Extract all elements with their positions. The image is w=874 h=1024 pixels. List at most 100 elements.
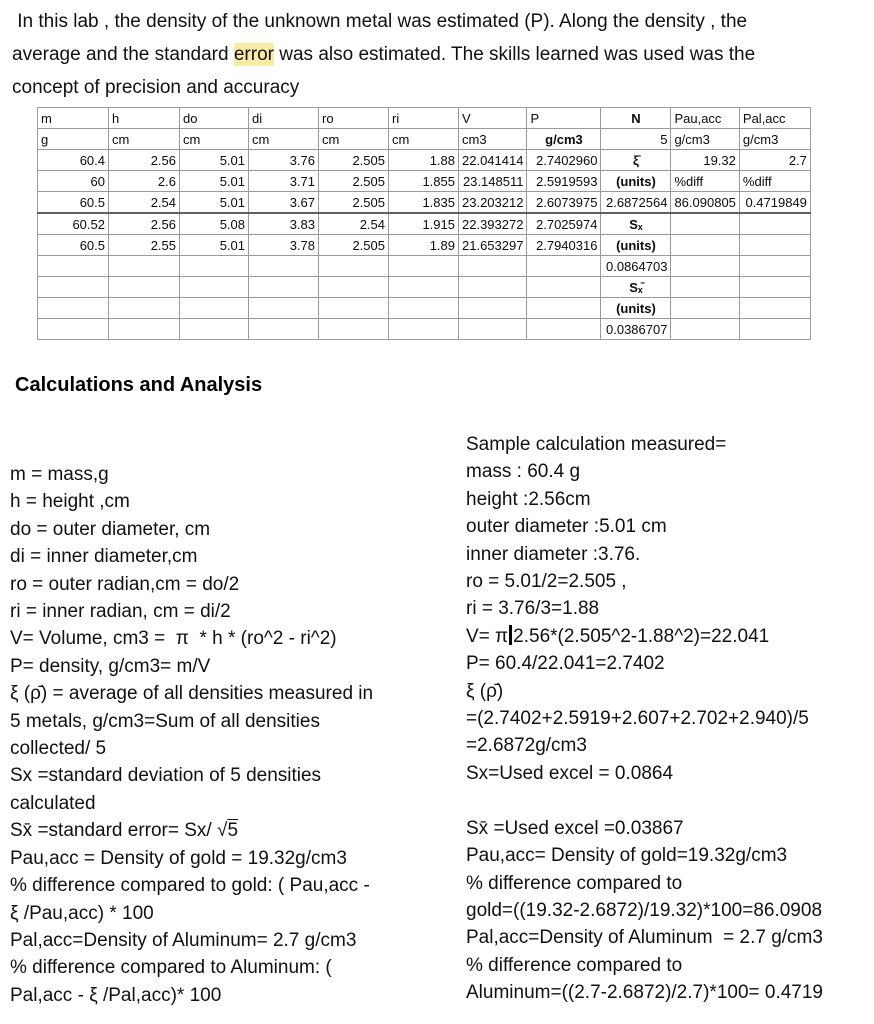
text-cursor [509,624,513,645]
definition-line: di = inner diameter,cm [10,543,460,570]
table-cell: 2.5919593 [526,170,602,192]
text-run: concept of precision and accuracy [12,77,300,98]
table-cell: Sₓ [600,212,672,235]
table-cell [318,297,389,319]
text-run: mass : 60.4 g [466,461,581,483]
table-cell [670,297,740,319]
text-run: ξ (ρ̄) = average of all densities measur… [10,683,374,705]
table-cell: 2.6073975 [526,191,602,214]
intro-line: concept of precision and accuracy [12,71,862,104]
table-cell [738,255,811,277]
text-run: Pau,acc = Density of gold = 19.32g/cm3 [10,847,347,869]
table-cell: 5.01 [179,170,249,192]
text-run: Sx̄ =standard error= Sx/ [10,820,217,842]
calculation-line: inner diameter :3.76. [466,541,871,568]
intro-line: In this lab , the density of the unknown… [12,5,862,38]
table-cell [670,234,740,256]
table-cell: cm [179,128,249,150]
table-row: 60 2.6 5.01 3.71 2.505 1.855 23.148511 2.591959… [37,170,811,192]
table-cell: 2.7402960 [526,149,602,171]
table-cell: 2.6 [108,170,180,192]
text-run: Sample calculation measured= [466,434,727,455]
intro-line: average and the standard error was also … [12,38,862,71]
table-cell: 60.5 [37,191,109,214]
table-cell [108,255,180,277]
table-cell: N [600,107,672,129]
text-run: % difference compared to gold: ( Pau,acc… [10,875,370,897]
table-cell: (units) [600,297,672,319]
definition-line: % difference compared to gold: ( Pau,acc… [10,872,460,899]
definition-line: V= Volume, cm3 = π * h * (ro^2 - ri^2) [10,625,460,652]
table-row: m h do di ro ri V P N Pau,acc Pal,acc [37,107,811,129]
table-cell: 3.78 [248,234,319,256]
table-cell [318,276,389,298]
definition-line: ro = outer radian,cm = do/2 [10,571,460,598]
text-run: gold=((19.32-2.6872)/19.32)*100=86.0908 [466,899,823,921]
measurements-table: m h do di ro ri V P N Pau,acc Pal,acc g cm cm cm cm cm cm… [37,107,811,340]
text-run: average and the standard [12,44,234,65]
table-cell: 1.88 [388,149,459,171]
text-run: m = mass,g [10,464,109,485]
table-row: 60.5 2.54 5.01 3.67 2.505 1.835 23.203212 2.607… [37,191,811,214]
text-run: ri = 3.76/3=1.88 [466,598,600,620]
table-cell: 86.090805 [670,191,740,214]
table-cell: P [526,107,602,129]
text-run: 5 [227,820,239,842]
table-row: Sₓ̄ [37,276,811,298]
definitions-column: m = mass,g h = height ,cm do = outer diame… [10,461,460,1009]
table-cell [738,276,811,298]
definition-line: m = mass,g [10,461,460,488]
table-cell [179,318,249,340]
table-cell: 22.041414 [457,149,528,171]
table-cell: h [108,107,180,129]
text-run: V= π [466,625,509,647]
table-cell: cm [248,128,319,150]
table-cell [37,255,109,277]
table-cell [526,297,602,319]
table-cell [457,276,528,298]
text-run: calculated [10,792,96,814]
calculation-line: outer diameter :5.01 cm [466,513,871,540]
table-cell: cm [318,128,389,150]
table-cell: Sₓ̄ [600,276,672,298]
table-cell: %diff [738,170,811,192]
table-cell [457,318,528,340]
table-cell [318,255,389,277]
definition-line: collected/ 5 [10,735,460,762]
table-cell: 3.67 [248,191,319,214]
text-run: % difference compared to [466,954,683,976]
text-run: ro = outer radian,cm = do/2 [10,573,240,595]
table-cell: g/cm3 [738,128,811,150]
table-cell [388,255,459,277]
table-cell: 60 [37,170,109,192]
table-cell: g/cm3 [526,128,602,150]
table-cell: 60.4 [37,149,109,171]
sample-calculations-column: Sample calculation measured= mass : 60.4 … [466,431,871,1007]
table-cell: 2.505 [318,234,389,256]
definition-line: Sx̄ =standard error= Sx/ √5 [10,817,460,844]
table-cell [108,276,180,298]
text-run: ri = inner radian, cm = di/2 [10,601,231,623]
text-run: 5 metals, g/cm3=Sum of all densities [10,710,320,732]
calculation-line: P= 60.4/22.041=2.7402 [466,650,871,677]
table-cell: ro [318,107,389,129]
table-cell [738,297,811,319]
definition-line: Pal,acc=Density of Aluminum= 2.7 g/cm3 [10,927,460,954]
table-cell: 2.505 [318,191,389,214]
table-cell: do [179,107,249,129]
table-cell: Pau,acc [670,107,740,129]
table-row: 0.0386707 [37,318,811,340]
table-cell: (units) [600,234,672,256]
definition-line: Sx =standard deviation of 5 densities [10,762,460,789]
text-run: =2.6872g/cm3 [466,735,587,757]
calculation-line: =(2.7402+2.5919+2.607+2.702+2.940)/5 [466,705,871,732]
table-cell: 0.0864703 [600,255,672,277]
table-cell: 0.4719849 [738,191,811,214]
text-run: P= 60.4/22.041=2.7402 [466,653,665,675]
text-run: In this lab , the density of the unknown… [12,11,748,32]
table-cell [457,297,528,319]
highlighted-text: error [233,43,274,66]
text-run: di = inner diameter,cm [10,546,198,568]
text-run: collected/ 5 [10,738,107,760]
intro-paragraph: In this lab , the density of the unknown… [12,5,862,104]
